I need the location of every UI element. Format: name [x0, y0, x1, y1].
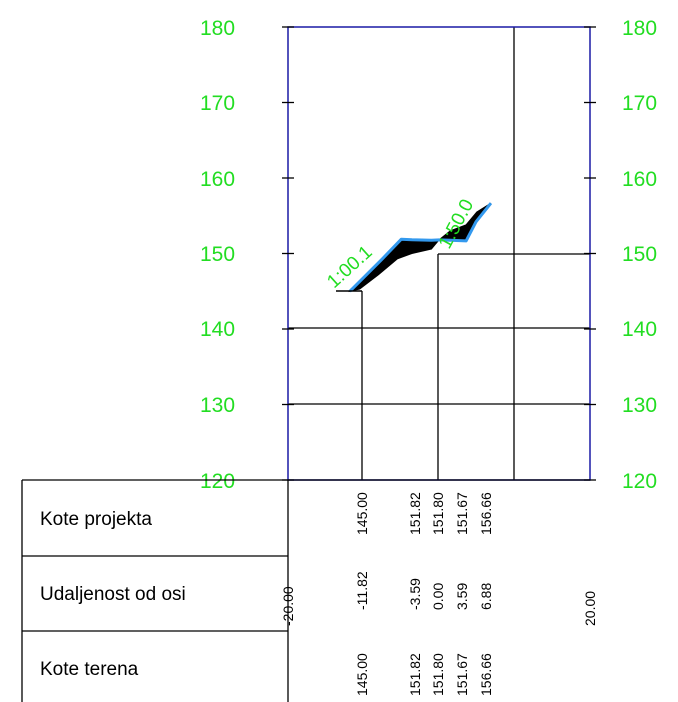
- table-columns: -20.00 145.00 -11.82 145.00 151.82 -3.59…: [280, 492, 598, 696]
- offset-value: -11.82: [354, 571, 370, 610]
- axis-tick-label: 120: [200, 470, 235, 493]
- axis-tick-label: 170: [200, 92, 235, 115]
- axis-tick-label: 180: [622, 17, 657, 40]
- terrain-elevation-value: 151.67: [454, 653, 470, 696]
- slope-label-left: 1:00.1: [323, 242, 376, 293]
- design-elevation-value: 151.67: [454, 492, 470, 535]
- offset-value: -20.00: [280, 586, 296, 626]
- offset-value: 20.00: [582, 591, 598, 626]
- offset-value: 0.00: [430, 583, 446, 610]
- design-line: [348, 202, 493, 293]
- axis-tick-label: 130: [622, 394, 657, 417]
- design-elevation-value: 156.66: [478, 492, 494, 535]
- design-elevation-value: 151.80: [430, 492, 446, 535]
- axis-tick-label: 160: [622, 168, 657, 191]
- terrain-elevation-value: 151.82: [407, 653, 423, 696]
- terrain-elevation-value: 145.00: [354, 653, 370, 696]
- design-elevation-value: 145.00: [354, 492, 370, 535]
- terrain-elevation-value: 151.80: [430, 653, 446, 696]
- table-grid: [21, 479, 590, 702]
- axis-tick-label: 170: [622, 92, 657, 115]
- design-elevation-value: 151.82: [407, 492, 423, 535]
- frame-tick-marks: [282, 26, 596, 481]
- grid: [288, 27, 590, 480]
- axis-tick-label: 180: [200, 17, 235, 40]
- offset-value: 3.59: [454, 583, 470, 610]
- row-label-design-elevation: Kote projekta: [40, 509, 152, 530]
- data-table: Kote projekta Udaljenost od osi Kote ter…: [21, 479, 598, 702]
- axis-tick-label: 160: [200, 168, 235, 191]
- terrain-elevation-value: 156.66: [478, 653, 494, 696]
- elevation-axis-right: 180 170 160 150 140 130 120: [622, 17, 657, 493]
- profile: [336, 202, 493, 293]
- offset-value: 6.88: [478, 583, 494, 610]
- axis-tick-label: 150: [200, 243, 235, 266]
- row-label-terrain-elevation: Kote terena: [40, 659, 139, 680]
- axis-tick-label: 130: [200, 394, 235, 417]
- axis-tick-label: 140: [200, 318, 235, 341]
- elevation-axis-left: 180 170 160 150 140 130 120: [200, 17, 235, 493]
- row-label-offset: Udaljenost od osi: [40, 584, 186, 605]
- axis-tick-label: 120: [622, 470, 657, 493]
- axis-tick-label: 150: [622, 243, 657, 266]
- offset-value: -3.59: [407, 578, 423, 610]
- axis-tick-label: 140: [622, 318, 657, 341]
